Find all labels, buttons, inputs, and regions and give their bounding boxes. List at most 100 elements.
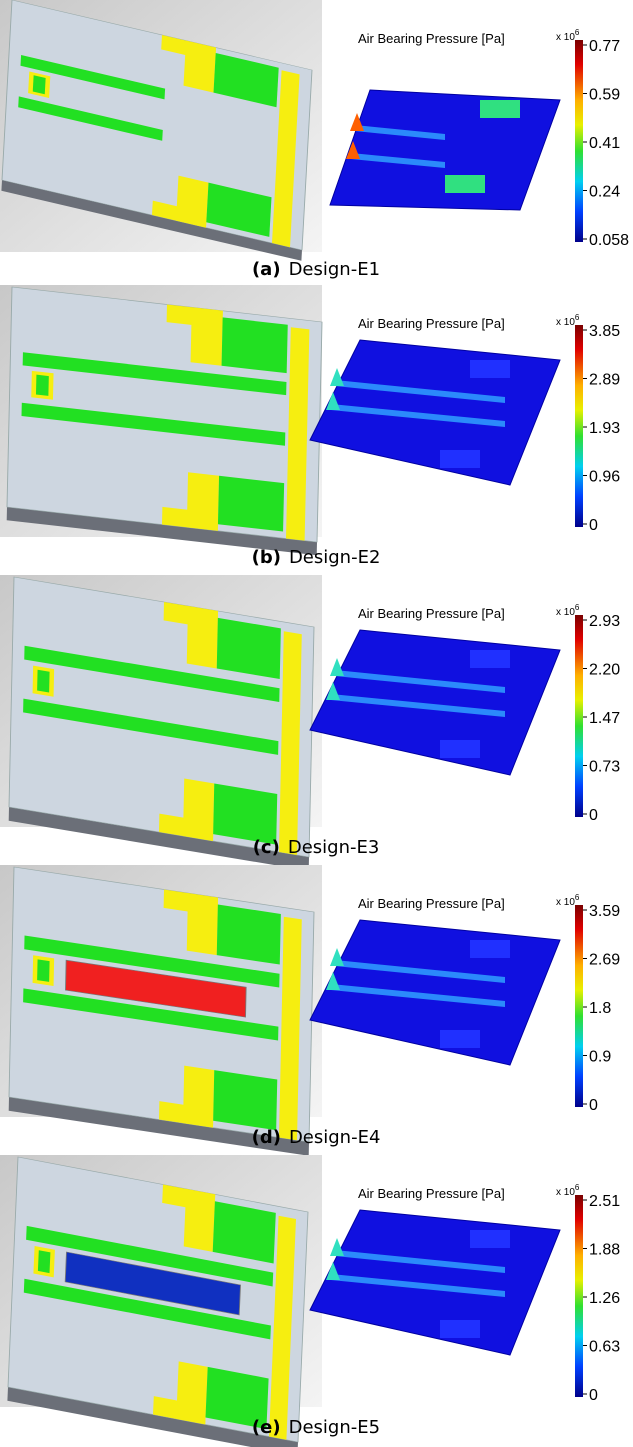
caption-label: (a) bbox=[252, 259, 281, 280]
leading-pad-core bbox=[38, 1250, 51, 1273]
pad bbox=[217, 618, 281, 679]
pad-step bbox=[187, 893, 218, 955]
slider-model bbox=[9, 577, 314, 871]
pressure-pad bbox=[440, 1320, 480, 1338]
plot-title: Air Bearing Pressure [Pa] bbox=[358, 606, 505, 621]
pad bbox=[217, 905, 281, 965]
pad bbox=[218, 476, 284, 532]
panel: Air Bearing Pressure [Pa]x 1062.511.881.… bbox=[0, 1155, 620, 1447]
colorbar-label: 0 bbox=[589, 1387, 598, 1404]
caption: (a) Design-E1 bbox=[252, 259, 380, 280]
slider-model bbox=[9, 867, 314, 1156]
pressure-surface bbox=[310, 920, 560, 1065]
pressure-pad bbox=[445, 175, 485, 193]
slider-model bbox=[7, 287, 322, 555]
pad-step bbox=[183, 779, 214, 842]
plot-title: Air Bearing Pressure [Pa] bbox=[358, 316, 505, 331]
pad bbox=[222, 317, 288, 373]
colorbar-label: 1.93 bbox=[589, 420, 620, 437]
colorbar-label: 0.63 bbox=[589, 1339, 620, 1356]
pressure-pad bbox=[470, 940, 510, 958]
pad-step bbox=[176, 1361, 208, 1424]
plot-title: Air Bearing Pressure [Pa] bbox=[358, 1186, 505, 1201]
caption: (e) Design-E5 bbox=[252, 1417, 380, 1438]
caption-label: (c) bbox=[253, 837, 280, 858]
panel: Air Bearing Pressure [Pa]x 1063.852.891.… bbox=[0, 285, 620, 568]
panel: Air Bearing Pressure [Pa]x 1063.592.691.… bbox=[0, 865, 620, 1156]
colorbar-exponent: 6 bbox=[575, 313, 580, 322]
caption-text: Design-E1 bbox=[289, 259, 380, 280]
plot-title: Air Bearing Pressure [Pa] bbox=[358, 896, 505, 911]
colorbar-label: 0.41 bbox=[589, 135, 620, 152]
colorbar-exponent: 6 bbox=[575, 893, 580, 902]
colorbar-label: 0.73 bbox=[589, 759, 620, 776]
colorbar-label: 0.77 bbox=[589, 38, 620, 55]
colorbar-label: 0.9 bbox=[589, 1049, 611, 1066]
colorbar-label: 0 bbox=[589, 807, 598, 824]
pad bbox=[213, 784, 277, 845]
pressure-plot bbox=[310, 340, 560, 485]
caption: (d) Design-E4 bbox=[252, 1127, 381, 1148]
caption-label: (d) bbox=[252, 1127, 281, 1148]
colorbar-label: 1.47 bbox=[589, 710, 620, 727]
colorbar-label: 3.59 bbox=[589, 903, 620, 920]
caption: (c) Design-E3 bbox=[253, 837, 380, 858]
caption-text: Design-E2 bbox=[289, 547, 380, 568]
colorbar-exponent: 6 bbox=[575, 28, 580, 37]
pressure-plot bbox=[310, 1210, 560, 1355]
pressure-surface bbox=[310, 630, 560, 775]
colorbar-label: 0 bbox=[589, 1097, 598, 1114]
colorbar bbox=[575, 40, 583, 242]
leading-pad-core bbox=[33, 75, 46, 94]
colorbar-label: 0.058 bbox=[589, 232, 629, 249]
pressure-pad bbox=[470, 1230, 510, 1248]
pad-step bbox=[184, 41, 217, 93]
colorbar-label: 2.51 bbox=[589, 1193, 620, 1210]
leading-pad-core bbox=[36, 375, 49, 396]
pressure-plot bbox=[310, 920, 560, 1065]
colorbar-label: 2.93 bbox=[589, 613, 620, 630]
pressure-pad bbox=[470, 360, 510, 378]
colorbar-exponent: 6 bbox=[575, 603, 580, 612]
pressure-plot bbox=[330, 90, 560, 210]
pressure-surface bbox=[310, 340, 560, 485]
colorbar bbox=[575, 615, 583, 817]
colorbar-label: 2.69 bbox=[589, 952, 620, 969]
caption: (b) Design-E2 bbox=[252, 547, 381, 568]
colorbar-label: 3.85 bbox=[589, 323, 620, 340]
pad bbox=[213, 1070, 277, 1130]
pad-step bbox=[176, 176, 209, 228]
pad-step bbox=[187, 606, 218, 669]
figure: Air Bearing Pressure [Pa]x 1060.770.590.… bbox=[0, 0, 633, 1447]
colorbar-label: 2.20 bbox=[589, 662, 620, 679]
leading-pad-core bbox=[37, 670, 49, 693]
pad-step bbox=[184, 1189, 216, 1252]
panel: Air Bearing Pressure [Pa]x 1060.770.590.… bbox=[0, 0, 629, 280]
caption-label: (e) bbox=[252, 1417, 281, 1438]
caption-label: (b) bbox=[252, 547, 281, 568]
colorbar-label: 1.8 bbox=[589, 1000, 611, 1017]
pressure-plot bbox=[310, 630, 560, 775]
colorbar-label: 0.24 bbox=[589, 184, 620, 201]
caption-text: Design-E4 bbox=[289, 1127, 380, 1148]
pressure-pad bbox=[440, 1030, 480, 1048]
leading-pad-core bbox=[37, 959, 49, 982]
panel: Air Bearing Pressure [Pa]x 1062.932.201.… bbox=[0, 575, 620, 871]
colorbar-label: 1.88 bbox=[589, 1242, 620, 1259]
caption-text: Design-E3 bbox=[288, 837, 379, 858]
colorbar-label: 0.96 bbox=[589, 469, 620, 486]
caption-text: Design-E5 bbox=[289, 1417, 380, 1438]
pad-step bbox=[183, 1066, 214, 1128]
colorbar-label: 0.59 bbox=[589, 87, 620, 104]
pressure-pad bbox=[440, 450, 480, 468]
pressure-pad bbox=[470, 650, 510, 668]
pressure-pad bbox=[480, 100, 520, 118]
colorbar bbox=[575, 325, 583, 527]
pressure-pad bbox=[440, 740, 480, 758]
colorbar bbox=[575, 1195, 583, 1397]
plot-title: Air Bearing Pressure [Pa] bbox=[358, 31, 505, 46]
colorbar bbox=[575, 905, 583, 1107]
colorbar-label: 0 bbox=[589, 517, 598, 534]
pad-step bbox=[187, 472, 219, 531]
colorbar-label: 1.26 bbox=[589, 1290, 620, 1307]
